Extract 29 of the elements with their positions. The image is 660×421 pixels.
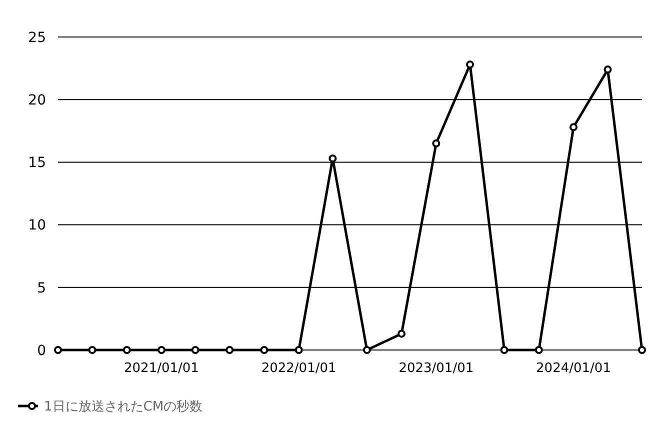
point: [122, 346, 131, 354]
point: [398, 330, 406, 338]
point: [191, 346, 200, 354]
y-tick-label: 5: [37, 280, 46, 296]
x-tick-label: 2021/01/01: [124, 361, 199, 376]
y-tick-label: 0: [37, 342, 46, 359]
point: [638, 346, 646, 354]
point: [260, 346, 268, 354]
point: [362, 346, 371, 354]
point: [328, 154, 337, 162]
point: [432, 139, 440, 148]
point: [534, 346, 543, 354]
point: [54, 346, 62, 354]
x-tick-label: 2024/01/01: [536, 361, 611, 376]
y-tick-label: 15: [28, 155, 46, 172]
legend-label: 1日に放送されたCMの秒数: [44, 400, 203, 415]
x-tick-label: 2023/01/01: [398, 361, 474, 376]
point: [88, 346, 96, 354]
point: [226, 346, 234, 354]
x-tick-label: 2022/01/01: [261, 361, 336, 376]
point: [294, 346, 303, 354]
y-tick-label: 25: [28, 30, 46, 46]
point: [570, 123, 578, 132]
y-tick-label: 10: [28, 218, 46, 234]
y-tick-label: 20: [28, 92, 46, 108]
point: [466, 60, 474, 69]
point: [157, 346, 166, 354]
point: [604, 66, 612, 74]
point: [500, 346, 508, 354]
